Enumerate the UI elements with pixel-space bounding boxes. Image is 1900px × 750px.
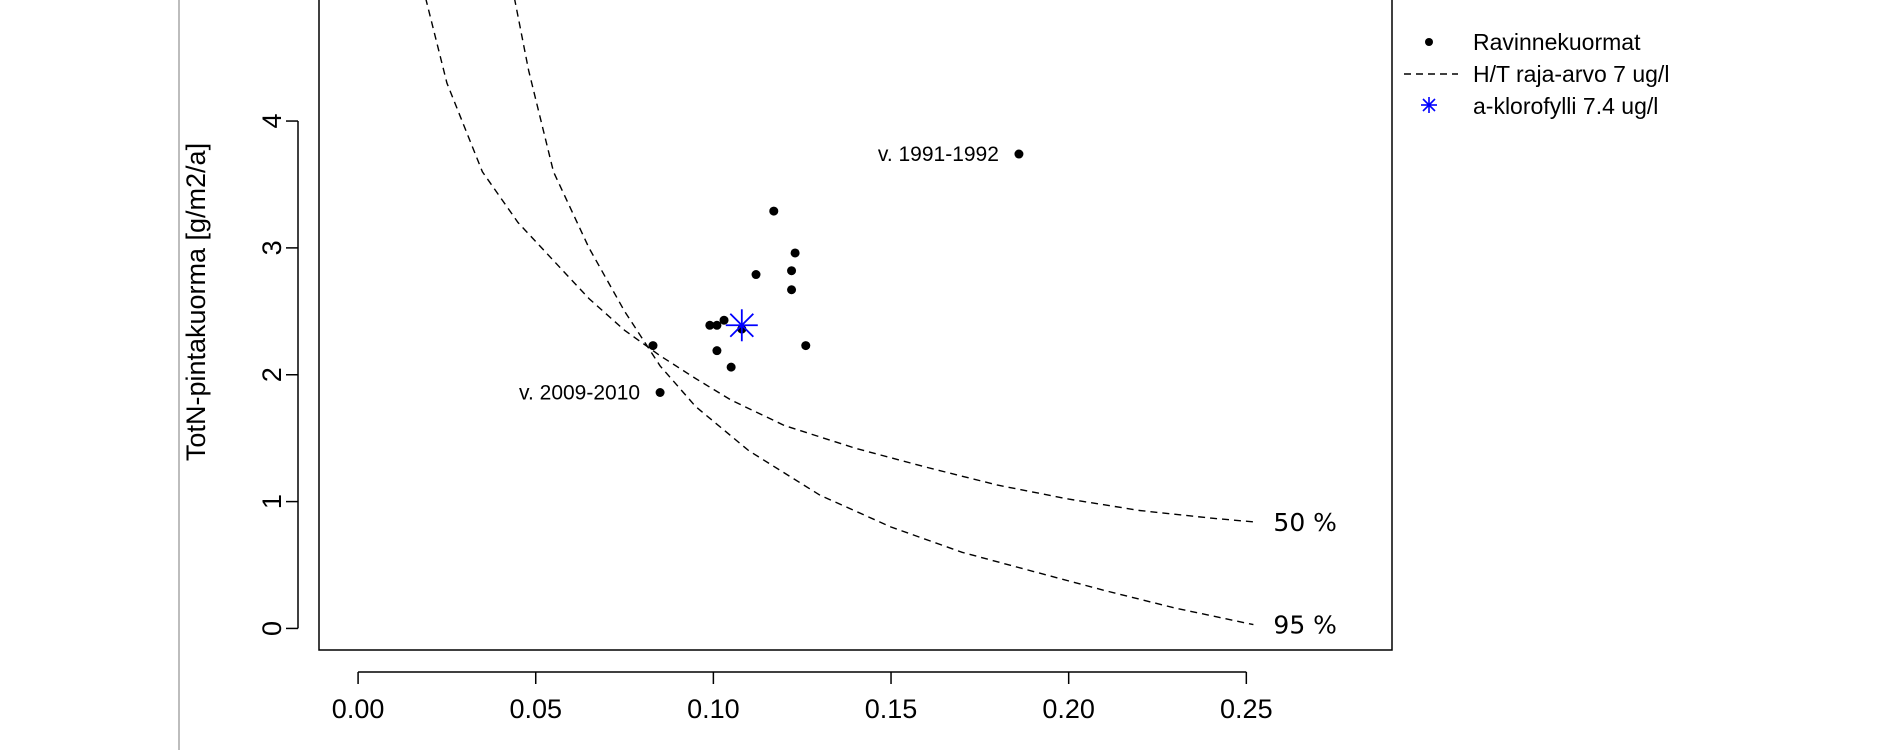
threshold-curves: 50 % 95 % (425, 0, 1337, 640)
data-point (787, 285, 797, 295)
point-annotation: v. 1991-1992 (878, 143, 999, 166)
data-point (705, 320, 715, 330)
y-axis-label: TotN-pintakuorma [g/m2/a] (181, 143, 211, 461)
legend-label-chlorophyll: a-klorofylli 7.4 ug/l (1473, 93, 1658, 119)
x-tick-label: 0.00 (332, 694, 385, 724)
data-point (726, 362, 736, 372)
data-point (712, 346, 722, 356)
y-tick-label: 2 (257, 367, 287, 382)
point-annotations: v. 1991-1992 v. 2009-2010 (519, 143, 999, 404)
data-point (751, 270, 761, 280)
point-annotation: v. 2009-2010 (519, 381, 640, 404)
data-point (648, 341, 658, 351)
y-axis: 0 1 2 3 4 (257, 114, 299, 636)
x-tick-label: 0.20 (1042, 694, 1095, 724)
x-axis: 0.00 0.05 0.10 0.15 0.20 0.25 (332, 671, 1273, 724)
data-point (790, 248, 800, 258)
legend-label-ravinnekuormat: Ravinnekuormat (1473, 29, 1641, 55)
legend-dot-symbol (1425, 38, 1433, 46)
threshold-curve-0 (425, 0, 1254, 523)
x-tick-label: 0.25 (1220, 694, 1273, 724)
plot-box (318, 0, 1393, 651)
data-point (719, 315, 729, 325)
panel-left-border (178, 0, 180, 750)
x-tick-label: 0.10 (687, 694, 740, 724)
curve-label-1: 95 % (1273, 611, 1337, 640)
legend: Ravinnekuormat H/T raja-arvo 7 ug/l a-kl… (1404, 29, 1669, 119)
data-point (655, 387, 665, 397)
data-point (787, 266, 797, 276)
x-tick-label: 0.15 (865, 694, 918, 724)
y-tick-label: 0 (257, 621, 287, 636)
data-point (769, 206, 779, 216)
data-points (648, 149, 1024, 397)
y-tick-label: 1 (257, 494, 287, 509)
x-tick-label: 0.05 (509, 694, 562, 724)
curve-label-0: 50 % (1273, 508, 1337, 537)
legend-label-threshold: H/T raja-arvo 7 ug/l (1473, 61, 1669, 87)
data-point (801, 341, 811, 351)
legend-asterisk-symbol (1421, 97, 1437, 113)
data-point (1014, 149, 1024, 159)
y-tick-label: 3 (257, 240, 287, 255)
chlorophyll-asterisk-point (725, 309, 758, 342)
data-point (712, 320, 722, 330)
threshold-curve-1 (514, 0, 1254, 626)
y-tick-label: 4 (257, 114, 287, 129)
